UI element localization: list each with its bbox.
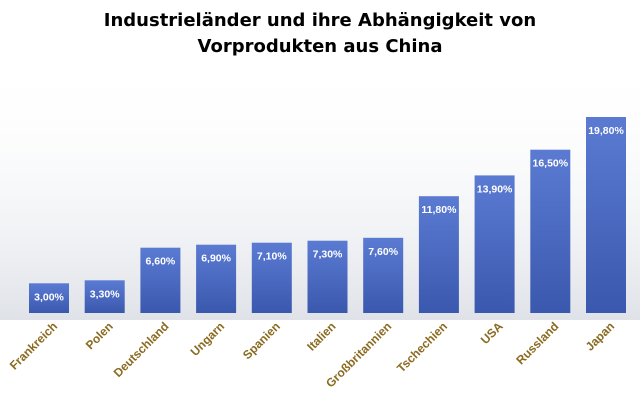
chart-title-line-1: Industrieländer und ihre Abhängigkeit vo… [103, 10, 537, 31]
category-label: Frankreich [7, 319, 60, 372]
data-label: 16,50% [532, 158, 568, 170]
data-label: 3,30% [90, 288, 120, 300]
data-label: 13,90% [477, 183, 513, 195]
chart-title-line-2: Vorprodukten aus China [197, 36, 443, 57]
data-label: 7,10% [257, 251, 287, 263]
category-label: Polen [83, 319, 116, 352]
bars-layer [29, 117, 626, 313]
chart-title: Industrieländer und ihre Abhängigkeit vo… [0, 8, 640, 60]
category-label: Russland [513, 319, 561, 367]
bar-usa [474, 175, 515, 313]
bar-tschechien [418, 196, 459, 313]
data-label: 6,60% [146, 256, 176, 268]
bar-deutschland [140, 247, 181, 313]
data-label: 3,00% [34, 291, 64, 303]
data-label: 19,80% [588, 125, 624, 137]
data-labels-layer: 3,00% 3,30% 6,60% 6,90% 7,10% 7,30% 7,60% 11,80… [34, 125, 624, 303]
category-label: Japan [583, 319, 617, 353]
data-label: 11,80% [421, 204, 457, 216]
bar-polen [84, 280, 125, 313]
category-label: Deutschland [111, 319, 172, 380]
category-label: Italien [304, 319, 338, 353]
data-label: 7,30% [313, 249, 343, 261]
category-label: Ungarn [188, 319, 228, 359]
bar-spanien [251, 242, 292, 313]
bar-großbritannien [363, 237, 404, 313]
data-label: 7,60% [368, 246, 398, 258]
bar-italien [307, 240, 348, 313]
bar-russland [530, 149, 571, 313]
bar-japan [586, 117, 626, 313]
bar-ungarn [196, 244, 237, 313]
category-label: USA [478, 319, 506, 347]
bar-frankreich [29, 283, 69, 313]
category-label: Tschechien [394, 319, 450, 375]
data-label: 6,90% [201, 253, 231, 265]
category-label: Spanien [240, 319, 283, 362]
